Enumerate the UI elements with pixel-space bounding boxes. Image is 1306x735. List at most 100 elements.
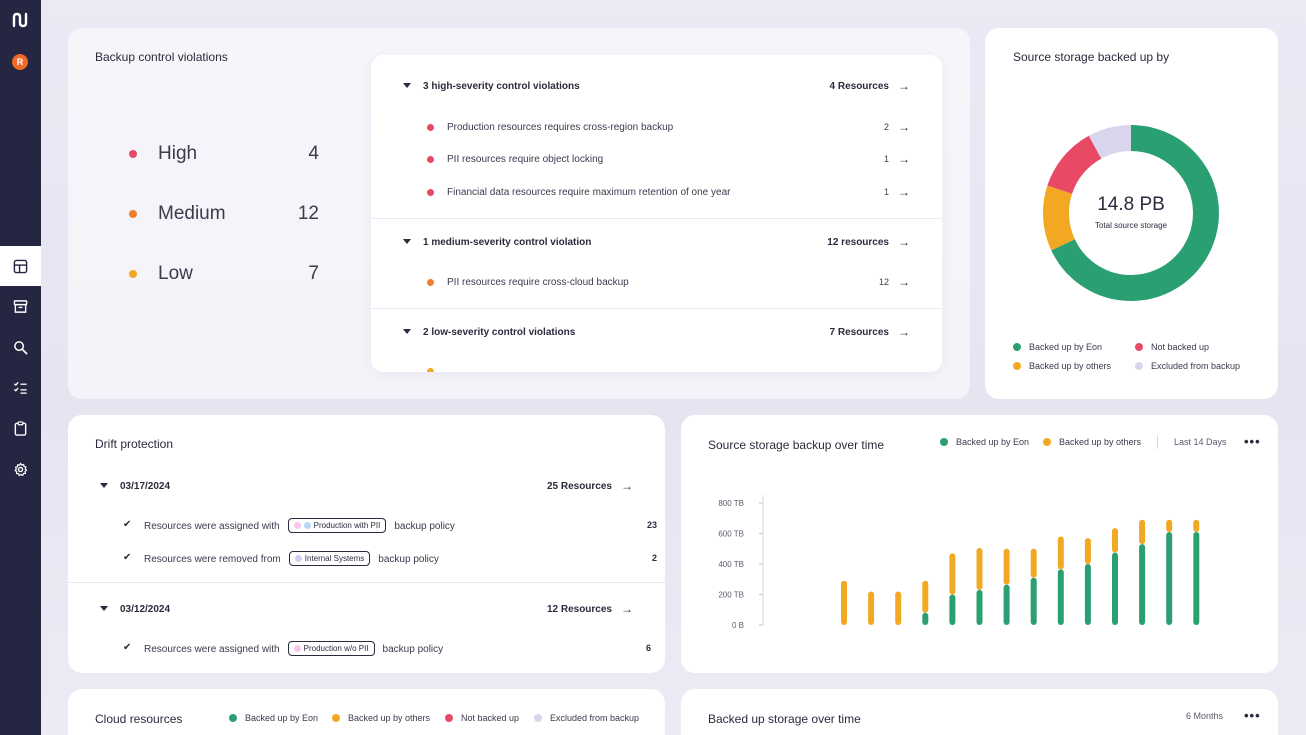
nav-search[interactable] — [0, 327, 41, 367]
policy-chip[interactable]: Production w/o PII — [287, 641, 375, 656]
arrow-right-icon[interactable]: → — [898, 235, 910, 249]
legend-backed-up-eon: Backed up by Eon — [940, 437, 1029, 447]
nav-dashboard[interactable] — [0, 246, 41, 286]
violation-group-high[interactable]: 3 high-severity control violations 4 Res… — [371, 78, 942, 98]
bar-backed-up-by-others[interactable] — [976, 547, 983, 590]
policy-chip[interactable]: Production with PII — [287, 518, 387, 533]
source-storage-card: Source storage backed up by 14.8 PB Tota… — [985, 28, 1278, 399]
drift-row[interactable]: Resources were assigned with Production w… — [144, 641, 443, 656]
legend-backed-up-others: Backed up by others — [1043, 437, 1141, 447]
bar-backed-up-by-others[interactable] — [841, 580, 847, 625]
drift-title: Drift protection — [95, 437, 174, 451]
drift-group[interactable]: 03/17/2024 25 Resources → — [68, 478, 665, 498]
drift-date: 03/17/2024 — [120, 481, 171, 492]
legend-label: Excluded from backup — [550, 713, 640, 723]
bar-backed-up-by-others[interactable] — [922, 580, 929, 613]
more-options-icon[interactable]: ••• — [1244, 434, 1261, 449]
bar-backed-up-by-eon[interactable] — [922, 612, 929, 625]
bar-backed-up-by-others[interactable] — [1139, 519, 1146, 545]
legend-label: Backed up by Eon — [245, 713, 319, 723]
severity-high[interactable]: High 4 — [129, 139, 319, 169]
bar-backed-up-by-others[interactable] — [1112, 528, 1118, 553]
violation-count: 1 — [883, 187, 889, 197]
bar-backed-up-by-others[interactable] — [1030, 548, 1037, 578]
bar-backed-up-by-others[interactable] — [868, 591, 875, 625]
chip-label: Production w/o PII — [303, 644, 369, 653]
bar-backed-up-by-others[interactable] — [1003, 548, 1010, 585]
more-options-icon[interactable]: ••• — [1244, 708, 1261, 723]
violation-item[interactable]: Financial data resources require maximum… — [371, 184, 942, 202]
drift-card: Drift protection 03/17/2024 25 Resources… — [68, 415, 665, 673]
legend-backed-up-others: Backed up by others — [1013, 361, 1111, 371]
nav-checklist[interactable] — [0, 367, 41, 407]
check-icon: ✔ — [123, 519, 132, 530]
chevron-down-icon[interactable] — [100, 483, 108, 488]
severity-count: 12 — [297, 203, 319, 224]
chevron-down-icon[interactable] — [403, 83, 411, 88]
drift-suffix: backup policy — [378, 554, 439, 565]
bar-backed-up-by-others[interactable] — [1084, 538, 1091, 564]
bar-backed-up-by-eon[interactable] — [1193, 531, 1200, 625]
policy-chip[interactable]: Internal Systems — [288, 551, 371, 566]
chevron-down-icon[interactable] — [100, 606, 108, 611]
legend-dot — [1013, 362, 1021, 370]
donut-slice-excluded-from-backup[interactable] — [1043, 125, 1219, 301]
chevron-down-icon[interactable] — [403, 239, 411, 244]
arrow-right-icon[interactable]: → — [898, 275, 910, 289]
bar-backed-up-by-others[interactable] — [1166, 519, 1173, 532]
arrow-right-icon[interactable]: → — [898, 185, 910, 199]
bar-backed-up-by-eon[interactable] — [1057, 569, 1064, 625]
bar-backed-up-by-eon[interactable] — [1084, 564, 1091, 625]
severity-dot — [129, 210, 137, 218]
bar-backed-up-by-eon[interactable] — [1166, 531, 1173, 625]
source-storage-donut — [1043, 125, 1219, 301]
bar-backed-up-by-others[interactable] — [1193, 519, 1200, 532]
drift-row[interactable]: Resources were removed from Internal Syst… — [144, 551, 439, 566]
donut-slice-backed-up-by-others[interactable] — [1043, 125, 1219, 301]
legend-label: Backed up by Eon — [1029, 342, 1103, 352]
violation-group-low[interactable]: 2 low-severity control violations 7 Reso… — [371, 324, 942, 344]
bar-backed-up-by-others[interactable] — [1057, 536, 1064, 570]
legend-label: Not backed up — [461, 713, 520, 723]
violations-title: Backup control violations — [95, 50, 228, 64]
arrow-right-icon[interactable]: → — [898, 79, 910, 93]
severity-label: High — [158, 143, 198, 164]
arrow-right-icon[interactable]: → — [898, 120, 910, 134]
severity-label: Medium — [158, 203, 226, 224]
arrow-right-icon[interactable]: → — [898, 325, 910, 339]
arrow-right-icon[interactable]: → — [898, 152, 910, 166]
y-tick-label: 800 TB — [718, 499, 744, 508]
legend-label: Not backed up — [1151, 342, 1210, 352]
avatar[interactable]: R — [12, 54, 28, 70]
arrow-right-icon[interactable]: → — [621, 479, 633, 493]
drift-row[interactable]: Resources were assigned with Production w… — [144, 518, 455, 533]
violation-item[interactable]: PII resources require object locking 1 → — [371, 151, 942, 169]
bar-backed-up-by-eon[interactable] — [976, 589, 983, 625]
violation-group-medium[interactable]: 1 medium-severity control violation 12 r… — [371, 234, 942, 254]
range-selector[interactable]: 6 Months — [1186, 711, 1224, 721]
severity-medium[interactable]: Medium 12 — [129, 199, 319, 229]
legend-label: Backed up by Eon — [956, 437, 1030, 447]
bar-backed-up-by-eon[interactable] — [1139, 544, 1146, 625]
nav-clipboard[interactable] — [0, 408, 41, 448]
chevron-down-icon[interactable] — [403, 329, 411, 334]
bar-backed-up-by-eon[interactable] — [1003, 584, 1010, 625]
backup-over-time-card: Source storage backup over time Backed u… — [681, 415, 1278, 673]
violation-item[interactable]: Production resources requires cross-regi… — [371, 119, 942, 137]
drift-group[interactable]: 03/12/2024 12 Resources → — [68, 601, 665, 621]
range-selector[interactable]: Last 14 Days — [1174, 437, 1227, 447]
bar-backed-up-by-eon[interactable] — [1030, 577, 1037, 625]
checklist-icon — [13, 381, 27, 394]
bar-backed-up-by-eon[interactable] — [949, 594, 956, 626]
eon-logo-icon[interactable] — [11, 11, 29, 29]
bar-backed-up-by-others[interactable] — [949, 553, 956, 595]
arrow-right-icon[interactable]: → — [621, 602, 633, 616]
nav-settings[interactable] — [0, 449, 41, 489]
bar-backed-up-by-eon[interactable] — [1112, 552, 1118, 625]
violation-item[interactable]: PII resources require cross-cloud backup… — [371, 274, 942, 292]
bar-backed-up-by-others[interactable] — [895, 591, 902, 625]
y-tick-label: 0 B — [732, 621, 744, 630]
severity-low[interactable]: Low 7 — [129, 259, 319, 289]
nav-archive[interactable] — [0, 286, 41, 326]
legend-backed-up-eon: Backed up by Eon — [229, 713, 318, 723]
